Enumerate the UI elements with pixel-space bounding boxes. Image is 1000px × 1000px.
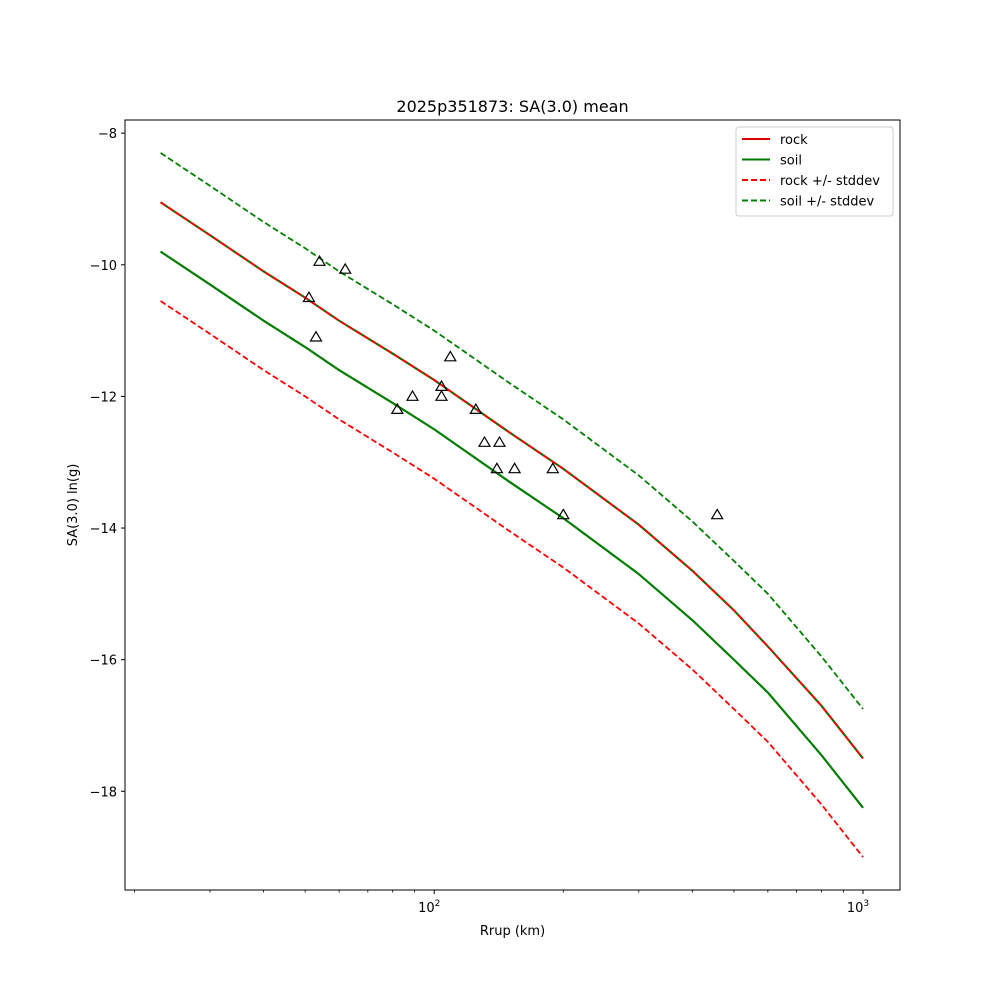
observation-point-7 <box>405 389 420 401</box>
observation-point-4 <box>309 330 323 342</box>
plot-area <box>160 152 864 858</box>
observation-point-8 <box>434 389 449 401</box>
observation-point-16 <box>556 508 570 520</box>
y-tick-label: −18 <box>90 785 117 800</box>
x-tick-label: 102 <box>418 899 440 916</box>
observation-point-15 <box>546 462 560 474</box>
y-tick-label: −16 <box>90 654 117 669</box>
observation-point-1 <box>312 254 327 266</box>
chart-title: 2025p351873: SA(3.0) mean <box>396 97 628 116</box>
observation-point-13 <box>490 462 504 474</box>
y-tick-label: −14 <box>90 522 117 537</box>
observation-point-11 <box>477 435 492 447</box>
observation-point-12 <box>492 435 507 447</box>
legend-label-soil-stddev: soil +/- stddev <box>780 195 875 210</box>
x-tick-label: 103 <box>847 899 869 916</box>
legend: rock soil rock +/- stddev soil +/- stddev <box>735 126 894 217</box>
legend-label-rock-stddev: rock +/- stddev <box>780 174 880 189</box>
observation-point-17 <box>710 508 724 520</box>
y-tick-label: −8 <box>98 127 117 142</box>
series-line-soil-stddev-8 <box>160 250 864 809</box>
observation-point-2 <box>338 262 352 274</box>
observation-point-3 <box>302 291 316 303</box>
y-tick-label: −12 <box>90 390 117 405</box>
plot-frame <box>124 119 901 891</box>
observation-point-14 <box>508 462 522 474</box>
y-axis-label: SA(3.0) ln(g) <box>66 464 81 547</box>
series-line-rock-stddev-6 <box>160 300 864 858</box>
x-axis-label: Rrup (km) <box>480 924 545 939</box>
legend-box <box>735 126 894 217</box>
observation-point-5 <box>443 350 457 362</box>
observation-point-9 <box>390 402 404 414</box>
legend-label-soil: soil <box>780 154 802 169</box>
series-line-rock-stddev-5 <box>160 201 864 759</box>
legend-label-rock: rock <box>780 133 808 148</box>
observation-point-10 <box>469 402 483 414</box>
series-line-soil-stddev-7 <box>160 152 864 710</box>
y-tick-label: −10 <box>90 259 117 274</box>
